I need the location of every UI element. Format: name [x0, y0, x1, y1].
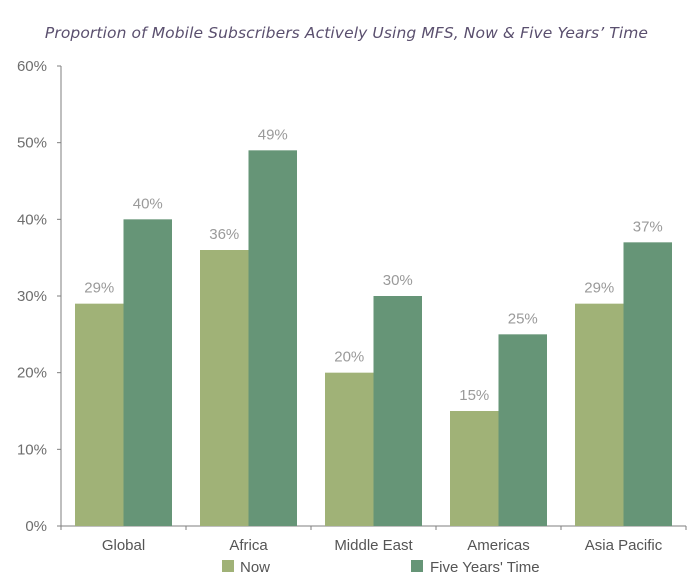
data-label: 40%: [133, 195, 163, 212]
data-label: 49%: [258, 126, 288, 143]
y-tick-label: 50%: [17, 135, 47, 152]
data-label: 30%: [383, 272, 413, 289]
x-tick-label: Middle East: [334, 537, 413, 554]
legend-swatch-five-years: [411, 560, 423, 572]
x-tick-label: Africa: [229, 537, 268, 554]
bar-africa-now: [200, 250, 249, 526]
y-tick-label: 60%: [17, 58, 47, 75]
legend: Now Five Years' Time: [222, 559, 540, 576]
chart-title: Proportion of Mobile Subscribers Activel…: [44, 24, 649, 42]
legend-swatch-now: [222, 560, 234, 572]
bar-middle-east-five-years: [373, 296, 422, 526]
y-tick-label: 40%: [17, 211, 47, 228]
data-label: 29%: [84, 280, 114, 297]
y-tick-label: 0%: [25, 518, 47, 535]
data-labels: 29% 40% 36% 49% 20% 30% 15% 25% 29% 37%: [84, 126, 663, 404]
y-tick-label: 20%: [17, 365, 47, 382]
bar-asia-pacific-now: [575, 303, 624, 526]
data-label: 25%: [508, 310, 538, 327]
bar-middle-east-now: [325, 372, 374, 526]
y-tick-label: 10%: [17, 441, 47, 458]
bar-americas-now: [450, 411, 499, 526]
bar-global-now: [75, 303, 124, 526]
bar-asia-pacific-five-years: [623, 242, 672, 527]
y-tick-label: 30%: [17, 288, 47, 305]
bar-africa-five-years: [248, 150, 297, 527]
x-tick-label: Americas: [467, 537, 530, 554]
bar-global-five-years: [123, 219, 172, 527]
data-label: 37%: [633, 218, 663, 235]
data-label: 29%: [584, 280, 614, 297]
x-tick-label: Asia Pacific: [585, 537, 663, 554]
data-label: 15%: [459, 387, 489, 404]
legend-label-now: Now: [240, 559, 270, 576]
axes: 0% 10% 20% 30% 40% 50% 60% Global Africa Middle E…: [17, 58, 687, 554]
legend-label-five-years: Five Years' Time: [430, 559, 540, 576]
data-label: 20%: [334, 349, 364, 366]
bars: [75, 150, 672, 527]
bar-americas-five-years: [498, 334, 547, 526]
data-label: 36%: [209, 226, 239, 243]
x-tick-label: Global: [102, 537, 145, 554]
